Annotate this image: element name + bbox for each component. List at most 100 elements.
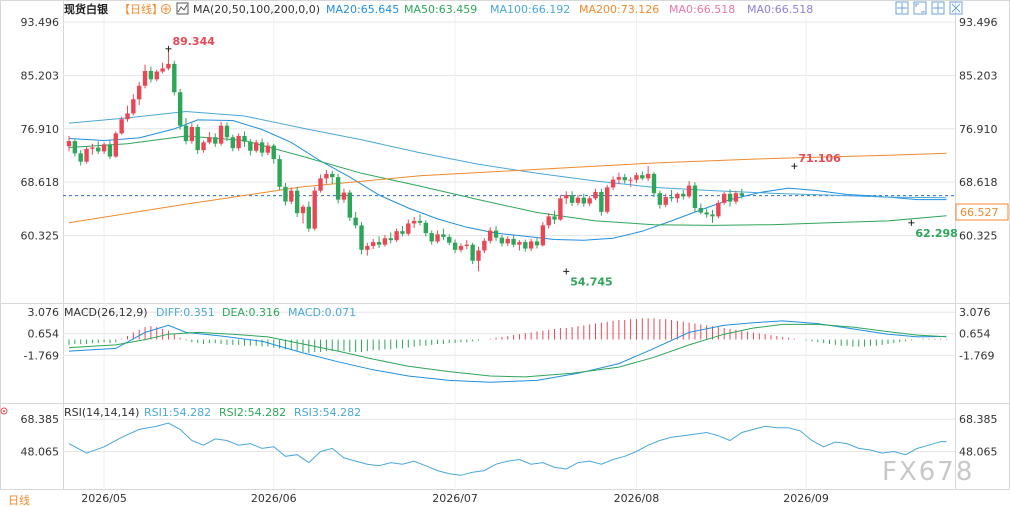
- candle[interactable]: [271, 143, 276, 164]
- candle[interactable]: [657, 190, 663, 209]
- candle[interactable]: [569, 191, 575, 207]
- candle[interactable]: [733, 190, 739, 205]
- candle[interactable]: [236, 133, 241, 151]
- candle[interactable]: [616, 172, 622, 185]
- candle[interactable]: [300, 204, 306, 224]
- candle[interactable]: [581, 193, 586, 207]
- candle[interactable]: [534, 238, 540, 249]
- candle[interactable]: [488, 227, 493, 244]
- candle[interactable]: [195, 124, 200, 154]
- candle[interactable]: [628, 177, 633, 187]
- grid-icon[interactable]: [931, 1, 945, 15]
- candle[interactable]: [207, 132, 212, 145]
- candle[interactable]: [722, 191, 727, 205]
- candle[interactable]: [423, 220, 429, 237]
- candle[interactable]: [447, 234, 452, 246]
- candle[interactable]: [681, 189, 686, 200]
- candle[interactable]: [417, 214, 423, 226]
- candle[interactable]: [464, 240, 469, 250]
- candle[interactable]: [441, 228, 446, 241]
- candle[interactable]: [353, 211, 358, 229]
- candle[interactable]: [90, 143, 95, 155]
- candle[interactable]: [119, 116, 124, 135]
- candle[interactable]: [493, 226, 499, 241]
- candle[interactable]: [318, 174, 323, 193]
- candle[interactable]: [511, 235, 516, 248]
- candle[interactable]: [698, 203, 703, 215]
- candle[interactable]: [528, 238, 534, 252]
- candle[interactable]: [517, 240, 522, 251]
- candle[interactable]: [634, 172, 639, 183]
- candle[interactable]: [172, 60, 177, 96]
- candle[interactable]: [183, 117, 189, 145]
- candle[interactable]: [523, 239, 528, 252]
- candle[interactable]: [575, 195, 581, 206]
- candle[interactable]: [546, 213, 551, 229]
- candle[interactable]: [96, 141, 101, 154]
- candle[interactable]: [716, 200, 721, 219]
- candle[interactable]: [727, 189, 733, 207]
- candle[interactable]: [388, 232, 393, 244]
- candle[interactable]: [248, 139, 253, 156]
- candle[interactable]: [382, 235, 388, 247]
- candle[interactable]: [499, 235, 505, 247]
- candle[interactable]: [335, 173, 341, 204]
- candle[interactable]: [470, 242, 475, 264]
- footer-period-label[interactable]: 日线: [8, 493, 30, 507]
- candle[interactable]: [645, 166, 651, 181]
- candle[interactable]: [324, 170, 329, 184]
- candle[interactable]: [376, 236, 382, 248]
- candle[interactable]: [224, 122, 230, 142]
- candle[interactable]: [394, 228, 399, 243]
- candle[interactable]: [704, 208, 709, 218]
- candle[interactable]: [306, 201, 312, 232]
- candle[interactable]: [552, 210, 557, 225]
- candle[interactable]: [452, 239, 458, 254]
- candle[interactable]: [166, 48, 171, 71]
- candle[interactable]: [160, 62, 165, 74]
- candle[interactable]: [230, 134, 235, 152]
- indicator-settings-icon[interactable]: [176, 2, 189, 15]
- candle[interactable]: [201, 140, 206, 153]
- candle[interactable]: [669, 189, 674, 202]
- candle[interactable]: [78, 150, 83, 166]
- candle[interactable]: [294, 186, 300, 218]
- candle[interactable]: [739, 188, 744, 199]
- candle[interactable]: [622, 173, 627, 184]
- candle[interactable]: [640, 171, 645, 181]
- candle[interactable]: [218, 121, 224, 146]
- candle[interactable]: [66, 135, 72, 152]
- candle[interactable]: [505, 236, 510, 246]
- candle[interactable]: [675, 192, 680, 203]
- candlestick-series[interactable]: [66, 48, 744, 272]
- candle[interactable]: [663, 193, 668, 208]
- candle[interactable]: [254, 139, 259, 153]
- candle[interactable]: [131, 94, 136, 116]
- candle[interactable]: [593, 188, 598, 201]
- candle[interactable]: [482, 238, 487, 254]
- close-icon[interactable]: [949, 1, 963, 15]
- candle[interactable]: [610, 176, 616, 190]
- candle[interactable]: [564, 191, 569, 205]
- candle[interactable]: [101, 142, 107, 154]
- candle[interactable]: [177, 88, 183, 130]
- candle[interactable]: [686, 180, 692, 199]
- candle[interactable]: [312, 186, 317, 231]
- candle[interactable]: [113, 131, 118, 158]
- crosshair-icon[interactable]: [895, 1, 909, 15]
- candle[interactable]: [347, 189, 352, 221]
- plus-circle-icon[interactable]: [161, 4, 171, 14]
- candle[interactable]: [125, 105, 130, 122]
- candle[interactable]: [148, 66, 154, 83]
- settings-gear-icon[interactable]: [0, 407, 8, 415]
- candle[interactable]: [213, 133, 218, 147]
- candle[interactable]: [692, 182, 698, 212]
- period-label[interactable]: 【日线】: [119, 2, 163, 16]
- candle[interactable]: [189, 123, 195, 144]
- candle[interactable]: [330, 170, 335, 185]
- candle[interactable]: [371, 238, 376, 250]
- candle[interactable]: [137, 81, 142, 106]
- candle[interactable]: [605, 184, 610, 214]
- candle[interactable]: [277, 155, 282, 190]
